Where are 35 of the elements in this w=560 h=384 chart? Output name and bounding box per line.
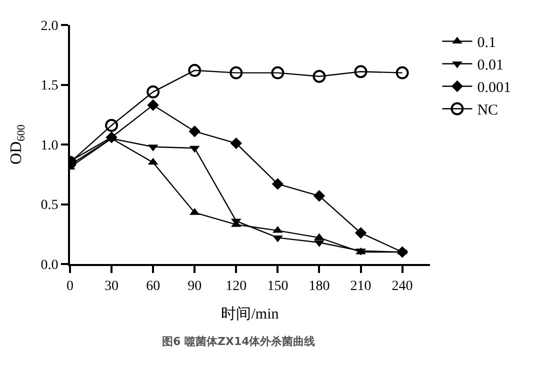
x-tick-label: 60 bbox=[146, 278, 160, 294]
x-tick-label: 90 bbox=[188, 278, 202, 294]
x-tick-label: 210 bbox=[350, 278, 372, 294]
legend-label: 0.001 bbox=[477, 80, 511, 96]
y-tick-label: 1.0 bbox=[40, 138, 58, 154]
point bbox=[147, 99, 159, 111]
point bbox=[188, 126, 200, 138]
point bbox=[271, 66, 284, 80]
x-tick-label: 240 bbox=[392, 278, 413, 294]
point bbox=[396, 66, 409, 80]
x-tick-label: 150 bbox=[267, 278, 288, 294]
x-tick-label: 0 bbox=[66, 278, 74, 294]
point bbox=[230, 137, 242, 150]
point bbox=[396, 246, 408, 258]
point bbox=[105, 118, 118, 132]
legend-label: 0.1 bbox=[477, 35, 496, 52]
point bbox=[272, 178, 284, 190]
point bbox=[354, 65, 368, 78]
point bbox=[313, 190, 326, 202]
y-tick-label: 1.5 bbox=[40, 78, 58, 94]
x-axis-title: 时间/min bbox=[221, 305, 280, 322]
y-tick-label: 0.5 bbox=[40, 198, 58, 214]
x-tick-label: 120 bbox=[226, 278, 247, 294]
point bbox=[354, 227, 367, 239]
x-tick-label: 180 bbox=[308, 278, 330, 294]
legend-label: NC bbox=[477, 102, 498, 119]
caption: 图6 噬菌体ZX14体外杀菌曲线 bbox=[162, 335, 316, 348]
point bbox=[146, 85, 160, 98]
legend-label: 0.01 bbox=[477, 58, 504, 74]
point bbox=[188, 64, 202, 77]
point bbox=[230, 66, 243, 80]
point bbox=[312, 70, 326, 83]
y-tick-label: 2.0 bbox=[40, 18, 58, 34]
y-tick-label: 0.0 bbox=[40, 258, 58, 273]
x-tick-label: 30 bbox=[104, 278, 119, 294]
